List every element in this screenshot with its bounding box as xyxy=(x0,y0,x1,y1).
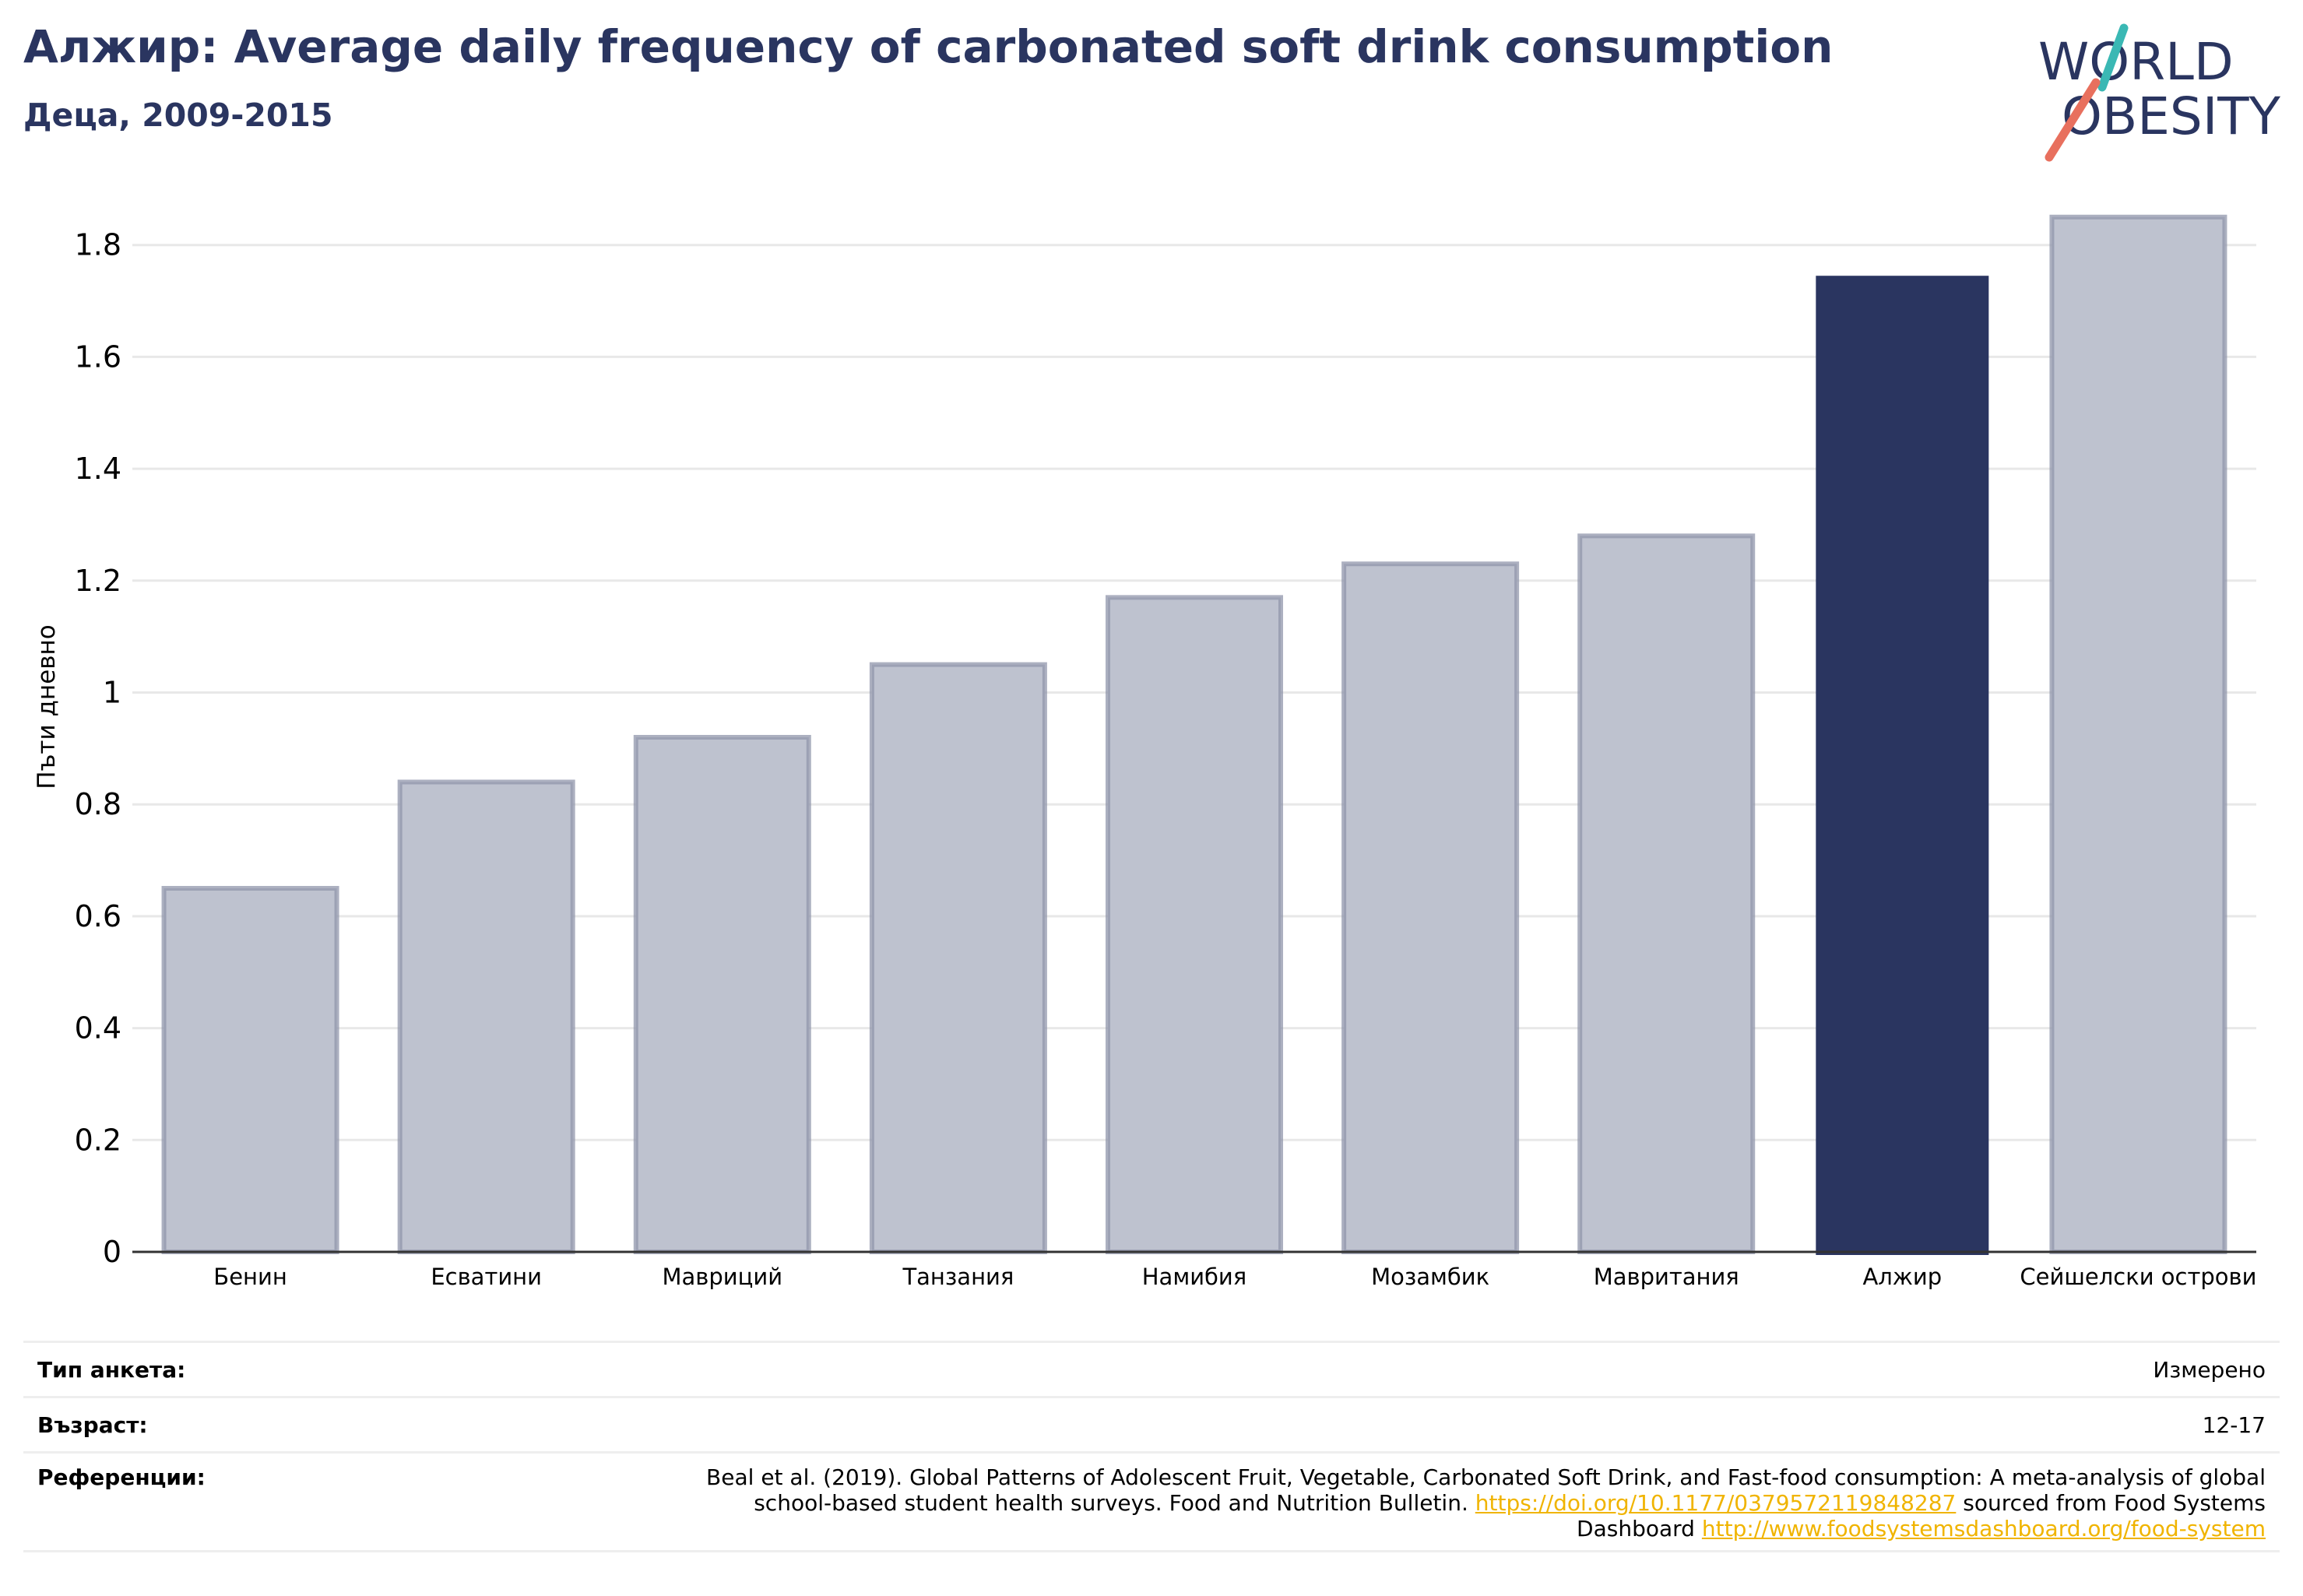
info-table: Тип анкета: Измерено Възраст: 12-17 Рефе… xyxy=(23,1341,2280,1552)
y-tick-label: 0.4 xyxy=(75,1011,121,1046)
bar-5 xyxy=(1106,595,1283,1254)
bar-7 xyxy=(1577,533,1756,1254)
logo-word-world: WORLD xyxy=(2038,32,2234,92)
reference-citation: Beal et al. (2019). Global Patterns of A… xyxy=(706,1464,2266,1516)
age-row: Възраст: 12-17 xyxy=(23,1396,2280,1451)
references-label: Референции: xyxy=(37,1464,206,1490)
x-tick-label: Мавритания xyxy=(1594,1264,1739,1290)
world-obesity-logo: WORLD OBESITY xyxy=(2038,23,2281,162)
bars xyxy=(161,214,2227,1255)
food-systems-dashboard-link[interactable]: http://www.foodsystemsdashboard.org/food… xyxy=(1701,1516,2266,1542)
bar-4 xyxy=(869,662,1047,1254)
survey-type-label: Тип анкета: xyxy=(37,1356,186,1383)
bar-6 xyxy=(1341,561,1520,1254)
x-tick-label: Мозамбик xyxy=(1371,1264,1489,1290)
y-tick-label: 1.2 xyxy=(75,564,121,598)
logo-slash-coral xyxy=(2045,78,2101,162)
y-tick-label: 0.2 xyxy=(75,1123,121,1157)
age-value: 12-17 xyxy=(2202,1411,2266,1438)
axes: 0 0.2 0.4 0.6 0.8 1 1.2 1.4 1.6 1.8 Бенин Есватини М… xyxy=(75,228,2257,1290)
chart-subtitle: Деца, 2009-2015 xyxy=(23,97,333,134)
references-text: Beal et al. (2019). Global Patterns of A… xyxy=(670,1464,2266,1542)
survey-type-row: Тип анкета: Измерено xyxy=(23,1341,2280,1396)
bar-9 xyxy=(2049,214,2227,1254)
logo-word-obesity: OBESITY xyxy=(2062,86,2281,146)
x-tick-label: Алжир xyxy=(1862,1264,1942,1290)
x-tick-label: Мавриций xyxy=(662,1264,782,1290)
x-tick-label: Сейшелски острови xyxy=(2020,1264,2256,1290)
survey-type-value: Измерено xyxy=(2153,1356,2266,1383)
doi-link[interactable]: https://doi.org/10.1177/0379572119848287 xyxy=(1475,1490,1957,1516)
bar-2 xyxy=(397,779,575,1254)
references-row: Референции: Beal et al. (2019). Global P… xyxy=(23,1451,2280,1552)
y-tick-label: 1.4 xyxy=(75,452,121,486)
x-tick-label: Бенин xyxy=(213,1264,287,1290)
y-tick-label: 0.8 xyxy=(75,787,121,821)
age-label: Възраст: xyxy=(37,1411,148,1438)
bar-3 xyxy=(633,734,811,1254)
bar-8 xyxy=(1816,276,1989,1255)
logo-slash-teal xyxy=(2097,23,2129,92)
reference-source: sourced from Food Systems Dashboard xyxy=(1577,1490,2266,1542)
y-tick-label: 0 xyxy=(103,1235,121,1269)
y-axis-label: Пъти дневно xyxy=(33,624,61,789)
y-tick-label: 1 xyxy=(103,676,121,710)
y-tick-label: 0.6 xyxy=(75,899,121,933)
bar-1 xyxy=(161,885,339,1254)
x-tick-label: Есватини xyxy=(431,1264,542,1290)
x-tick-label: Намибия xyxy=(1142,1264,1246,1290)
bar-chart: 0 0.2 0.4 0.6 0.8 1 1.2 1.4 1.6 1.8 Бенин Есватини М… xyxy=(33,214,2257,1290)
x-tick-label: Танзания xyxy=(902,1264,1014,1290)
y-tick-label: 1.8 xyxy=(75,228,121,262)
y-tick-label: 1.6 xyxy=(75,339,121,374)
chart-title: Алжир: Average daily frequency of carbon… xyxy=(23,20,1834,73)
